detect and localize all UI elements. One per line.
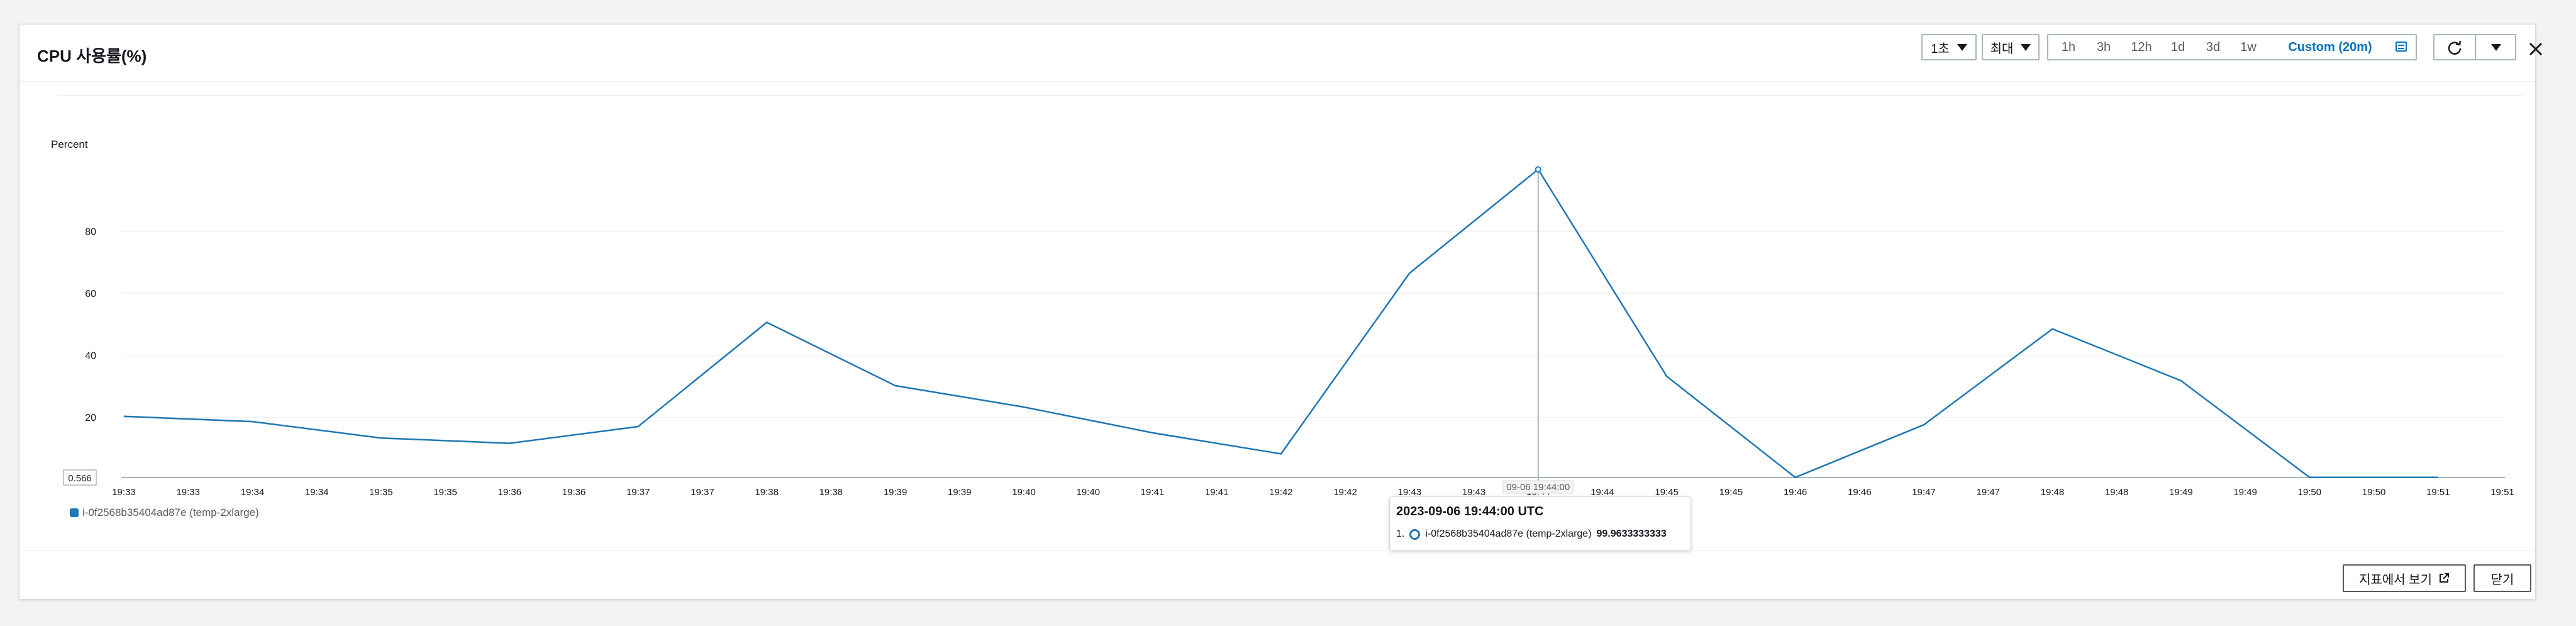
view-in-metrics-label: 지표에서 보기 xyxy=(2359,573,2432,587)
x-tick-label: 19:41 xyxy=(1205,487,1229,498)
divider xyxy=(2475,35,2476,59)
chart-tooltip: 2023-09-06 19:44:00 UTC 1. i-0f2568b3540… xyxy=(1389,496,1691,551)
tooltip-index: 1. xyxy=(1396,528,1405,539)
hover-point xyxy=(1535,166,1541,173)
crosshair-label-bg xyxy=(1502,480,1574,494)
divider xyxy=(57,95,2523,96)
x-tick-label: 19:43 xyxy=(1398,487,1422,498)
range-1h[interactable]: 1h xyxy=(2061,40,2076,54)
x-tick-label: 19:34 xyxy=(305,487,329,498)
x-tick-label: 19:34 xyxy=(241,487,265,498)
view-in-metrics-button[interactable]: 지표에서 보기 xyxy=(2343,564,2466,592)
metric-modal: CPU 사용률(%) 1초 최대 1h 3h 12h 1d 3d 1w Cust… xyxy=(19,24,2543,600)
x-tick-label: 19:47 xyxy=(1976,487,2000,498)
x-tick-label: 19:38 xyxy=(819,487,843,498)
x-tick-label: 19:36 xyxy=(562,487,586,498)
x-tick-label: 19:45 xyxy=(1719,487,1743,498)
x-tick-label: 19:48 xyxy=(2041,487,2065,498)
chevron-down-icon xyxy=(1957,43,1967,51)
range-12h[interactable]: 12h xyxy=(2131,40,2152,54)
tooltip-value: 99.9633333333 xyxy=(1596,528,1667,539)
statistic-select-label: 최대 xyxy=(1990,42,2014,56)
x-tick-label: 19:47 xyxy=(1912,487,1936,498)
calendar-icon[interactable] xyxy=(2396,42,2407,52)
range-1d[interactable]: 1d xyxy=(2170,40,2185,54)
statistic-select[interactable]: 최대 xyxy=(1982,34,2040,60)
x-tick-label: 19:33 xyxy=(112,487,136,498)
x-tick-label: 19:46 xyxy=(1848,487,1872,498)
x-tick-label: 19:39 xyxy=(884,487,908,498)
close-icon[interactable] xyxy=(2528,41,2544,57)
legend-item[interactable]: i-0f2568b35404ad87e (temp-2xlarge) xyxy=(70,506,259,519)
y-min-label-box xyxy=(63,469,97,486)
tooltip-timestamp: 2023-09-06 19:44:00 UTC xyxy=(1396,505,1544,518)
tooltip-row: 1. i-0f2568b35404ad87e (temp-2xlarge) 99… xyxy=(1396,528,1667,540)
tooltip-series: i-0f2568b35404ad87e (temp-2xlarge) xyxy=(1425,528,1592,539)
refresh-group xyxy=(2433,34,2516,60)
x-tick-label: 19:40 xyxy=(1076,487,1100,498)
x-tick-label: 19:51 xyxy=(2426,487,2450,498)
crosshair-label: 09-06 19:44:00 xyxy=(1506,482,1570,493)
cpu-chart: Percent 20 40 60 80 0.566 19:33 19:33 19:34 19:… xyxy=(51,138,2514,498)
chevron-down-icon[interactable] xyxy=(2491,44,2501,51)
series-marker-icon xyxy=(1409,528,1421,540)
x-tick-label: 19:33 xyxy=(176,487,200,498)
x-tick-label: 19:40 xyxy=(1012,487,1036,498)
close-button-label: 닫기 xyxy=(2490,573,2514,587)
x-tick-label: 19:43 xyxy=(1462,487,1486,498)
x-tick-label: 19:45 xyxy=(1655,487,1679,498)
range-3h[interactable]: 3h xyxy=(2096,40,2111,54)
x-tick-label: 19:51 xyxy=(2490,487,2514,498)
legend-swatch xyxy=(70,508,79,517)
x-tick-label: 19:49 xyxy=(2169,487,2193,498)
period-select[interactable]: 1초 xyxy=(1921,34,1977,60)
y-tick-label: 20 xyxy=(85,413,96,423)
x-tick-label: 19:36 xyxy=(498,487,522,498)
x-tick-label: 19:35 xyxy=(433,487,457,498)
y-tick-label: 40 xyxy=(85,351,96,362)
x-tick-label: 19:35 xyxy=(369,487,393,498)
x-tick-label: 19:49 xyxy=(2233,487,2257,498)
x-tick-label: 19:38 xyxy=(755,487,779,498)
x-tick-label: 19:48 xyxy=(2105,487,2129,498)
x-tick-label: 19:41 xyxy=(1141,487,1165,498)
x-tick-label: 19:39 xyxy=(948,487,972,498)
chevron-down-icon xyxy=(2021,43,2031,51)
x-tick-label: 19:44 xyxy=(1591,487,1614,498)
y-min-label: 0.566 xyxy=(68,473,92,484)
x-tick-label: 19:50 xyxy=(2362,487,2386,498)
y-tick-label: 60 xyxy=(85,289,96,299)
x-tick-label: 19:37 xyxy=(691,487,714,498)
range-3d[interactable]: 3d xyxy=(2206,40,2221,54)
time-range-group: 1h 3h 12h 1d 3d 1w Custom (20m) xyxy=(2047,34,2417,60)
modal-footer: 지표에서 보기 닫기 xyxy=(19,550,2535,600)
modal-header: CPU 사용률(%) 1초 최대 1h 3h 12h 1d 3d 1w Cust… xyxy=(19,25,2543,82)
range-custom[interactable]: Custom (20m) xyxy=(2288,40,2372,54)
close-button[interactable]: 닫기 xyxy=(2473,564,2531,592)
x-tick-label: 19:42 xyxy=(1269,487,1293,498)
legend-label: i-0f2568b35404ad87e (temp-2xlarge) xyxy=(82,506,259,518)
external-link-icon xyxy=(2439,573,2449,583)
refresh-icon[interactable] xyxy=(2446,39,2463,57)
y-tick-label: 80 xyxy=(85,227,96,238)
x-tick-label: 19:42 xyxy=(1333,487,1357,498)
period-select-label: 1초 xyxy=(1931,42,1950,56)
page-title: CPU 사용률(%) xyxy=(37,47,147,65)
series-line xyxy=(123,168,2438,479)
range-1w[interactable]: 1w xyxy=(2240,40,2257,54)
x-tick-label: 19:37 xyxy=(626,487,650,498)
x-tick-label: 19:50 xyxy=(2298,487,2322,498)
x-tick-label: 19:46 xyxy=(1784,487,1807,498)
y-axis-label: Percent xyxy=(51,138,88,150)
